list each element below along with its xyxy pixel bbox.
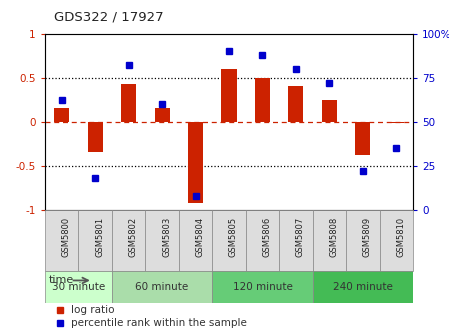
Text: GSM5810: GSM5810 <box>396 217 405 257</box>
Text: GSM5801: GSM5801 <box>95 217 104 257</box>
FancyBboxPatch shape <box>313 210 346 271</box>
Bar <box>54 109 69 122</box>
Text: GSM5800: GSM5800 <box>62 217 70 257</box>
Text: 60 minute: 60 minute <box>136 282 189 292</box>
Text: time: time <box>48 276 74 286</box>
FancyBboxPatch shape <box>212 271 313 303</box>
FancyBboxPatch shape <box>346 210 379 271</box>
Text: 120 minute: 120 minute <box>233 282 292 292</box>
Text: GSM5807: GSM5807 <box>296 217 305 257</box>
Text: GSM5804: GSM5804 <box>195 217 204 257</box>
Bar <box>355 122 370 155</box>
Text: GSM5809: GSM5809 <box>363 217 372 257</box>
FancyBboxPatch shape <box>179 210 212 271</box>
Text: GSM5808: GSM5808 <box>330 217 339 257</box>
Bar <box>121 84 136 122</box>
FancyBboxPatch shape <box>246 210 279 271</box>
Bar <box>88 122 103 153</box>
Text: log ratio: log ratio <box>70 305 114 315</box>
Text: percentile rank within the sample: percentile rank within the sample <box>70 319 247 329</box>
Bar <box>255 78 270 122</box>
Bar <box>154 109 170 122</box>
Bar <box>322 99 337 122</box>
Bar <box>188 122 203 203</box>
Text: 240 minute: 240 minute <box>333 282 393 292</box>
FancyBboxPatch shape <box>313 271 413 303</box>
FancyBboxPatch shape <box>112 271 212 303</box>
Text: GSM5802: GSM5802 <box>128 217 137 257</box>
Bar <box>389 122 404 123</box>
Bar <box>288 86 304 122</box>
Text: GDS322 / 17927: GDS322 / 17927 <box>54 10 163 24</box>
Text: GSM5805: GSM5805 <box>229 217 238 257</box>
FancyBboxPatch shape <box>279 210 313 271</box>
Text: GSM5806: GSM5806 <box>263 217 272 257</box>
Text: 30 minute: 30 minute <box>52 282 105 292</box>
FancyBboxPatch shape <box>45 271 112 303</box>
FancyBboxPatch shape <box>379 210 413 271</box>
Bar <box>221 69 237 122</box>
FancyBboxPatch shape <box>145 210 179 271</box>
Text: GSM5803: GSM5803 <box>162 217 171 257</box>
FancyBboxPatch shape <box>79 210 112 271</box>
FancyBboxPatch shape <box>45 210 79 271</box>
FancyBboxPatch shape <box>112 210 145 271</box>
FancyBboxPatch shape <box>212 210 246 271</box>
